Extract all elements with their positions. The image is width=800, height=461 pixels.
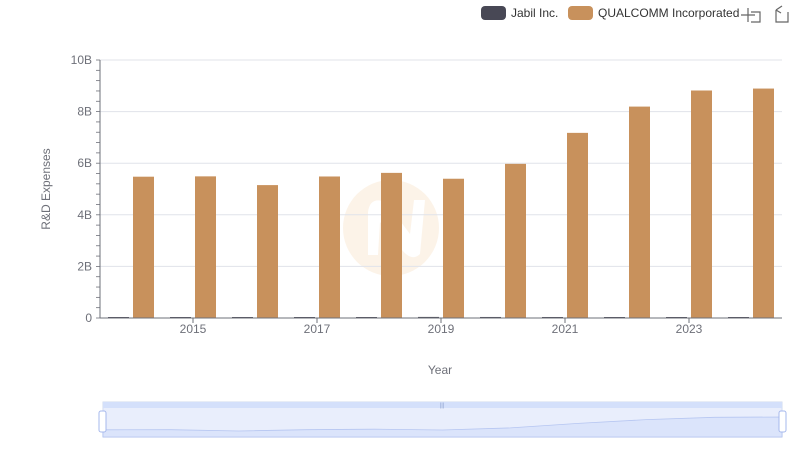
x-tick-label: 2019 bbox=[428, 322, 455, 336]
legend-item-qualcomm[interactable]: QUALCOMM Incorporated bbox=[568, 6, 739, 20]
legend-item-jabil[interactable]: Jabil Inc. bbox=[481, 6, 558, 20]
zoom-handle-left[interactable] bbox=[98, 410, 107, 433]
bar-qualcomm-2015[interactable] bbox=[195, 176, 216, 318]
zoom-top-bar[interactable] bbox=[103, 402, 782, 408]
bar-qualcomm-2022[interactable] bbox=[629, 106, 650, 318]
y-tick-label: 0 bbox=[85, 311, 92, 325]
bar-jabil-2019[interactable] bbox=[418, 316, 439, 318]
zoom-grip-icon[interactable]: ||| bbox=[440, 403, 445, 409]
bar-qualcomm-2023[interactable] bbox=[691, 90, 712, 318]
bar-qualcomm-2016[interactable] bbox=[257, 185, 278, 318]
bar-jabil-2020[interactable] bbox=[480, 316, 501, 318]
x-tick-label: 2023 bbox=[676, 322, 703, 336]
legend-swatch-qualcomm bbox=[568, 6, 593, 20]
legend-label-qualcomm: QUALCOMM Incorporated bbox=[598, 6, 739, 20]
y-tick-label: 10B bbox=[71, 53, 92, 67]
zoom-icon[interactable] bbox=[741, 8, 761, 23]
y-tick-label: 4B bbox=[77, 208, 92, 222]
bar-qualcomm-2017[interactable] bbox=[319, 176, 340, 318]
y-tick-label: 6B bbox=[77, 156, 92, 170]
x-tick-label: 2017 bbox=[304, 322, 331, 336]
bar-qualcomm-2020[interactable] bbox=[505, 163, 526, 318]
x-tick-label: 2015 bbox=[180, 322, 207, 336]
x-axis-title: Year bbox=[428, 363, 452, 377]
bars bbox=[108, 88, 774, 318]
zoom-handle-right[interactable] bbox=[778, 410, 787, 433]
zoom-reset-icon[interactable] bbox=[775, 5, 789, 23]
legend-label-jabil: Jabil Inc. bbox=[511, 6, 558, 20]
bar-jabil-2021[interactable] bbox=[542, 316, 563, 318]
y-axis-title: R&D Expenses bbox=[39, 148, 53, 229]
y-axis: 0 2B 4B 6B 8B 10B bbox=[71, 53, 101, 325]
zoom-preview-area bbox=[102, 416, 783, 438]
bar-qualcomm-2014[interactable] bbox=[133, 176, 154, 318]
bar-qualcomm-2018[interactable] bbox=[381, 172, 402, 318]
x-axis: 2015 2017 2019 2021 2023 bbox=[100, 317, 782, 336]
bar-qualcomm-2021[interactable] bbox=[567, 132, 588, 318]
y-tick-label: 8B bbox=[77, 105, 92, 119]
bar-qualcomm-2019[interactable] bbox=[443, 178, 464, 318]
x-tick-label: 2021 bbox=[552, 322, 579, 336]
bar-qualcomm-2024[interactable] bbox=[753, 88, 774, 318]
legend-swatch-jabil bbox=[481, 6, 506, 20]
y-tick-label: 2B bbox=[77, 259, 92, 273]
legend[interactable]: Jabil Inc. QUALCOMM Incorporated bbox=[481, 6, 739, 20]
data-zoom-slider[interactable]: ||| bbox=[98, 401, 787, 438]
